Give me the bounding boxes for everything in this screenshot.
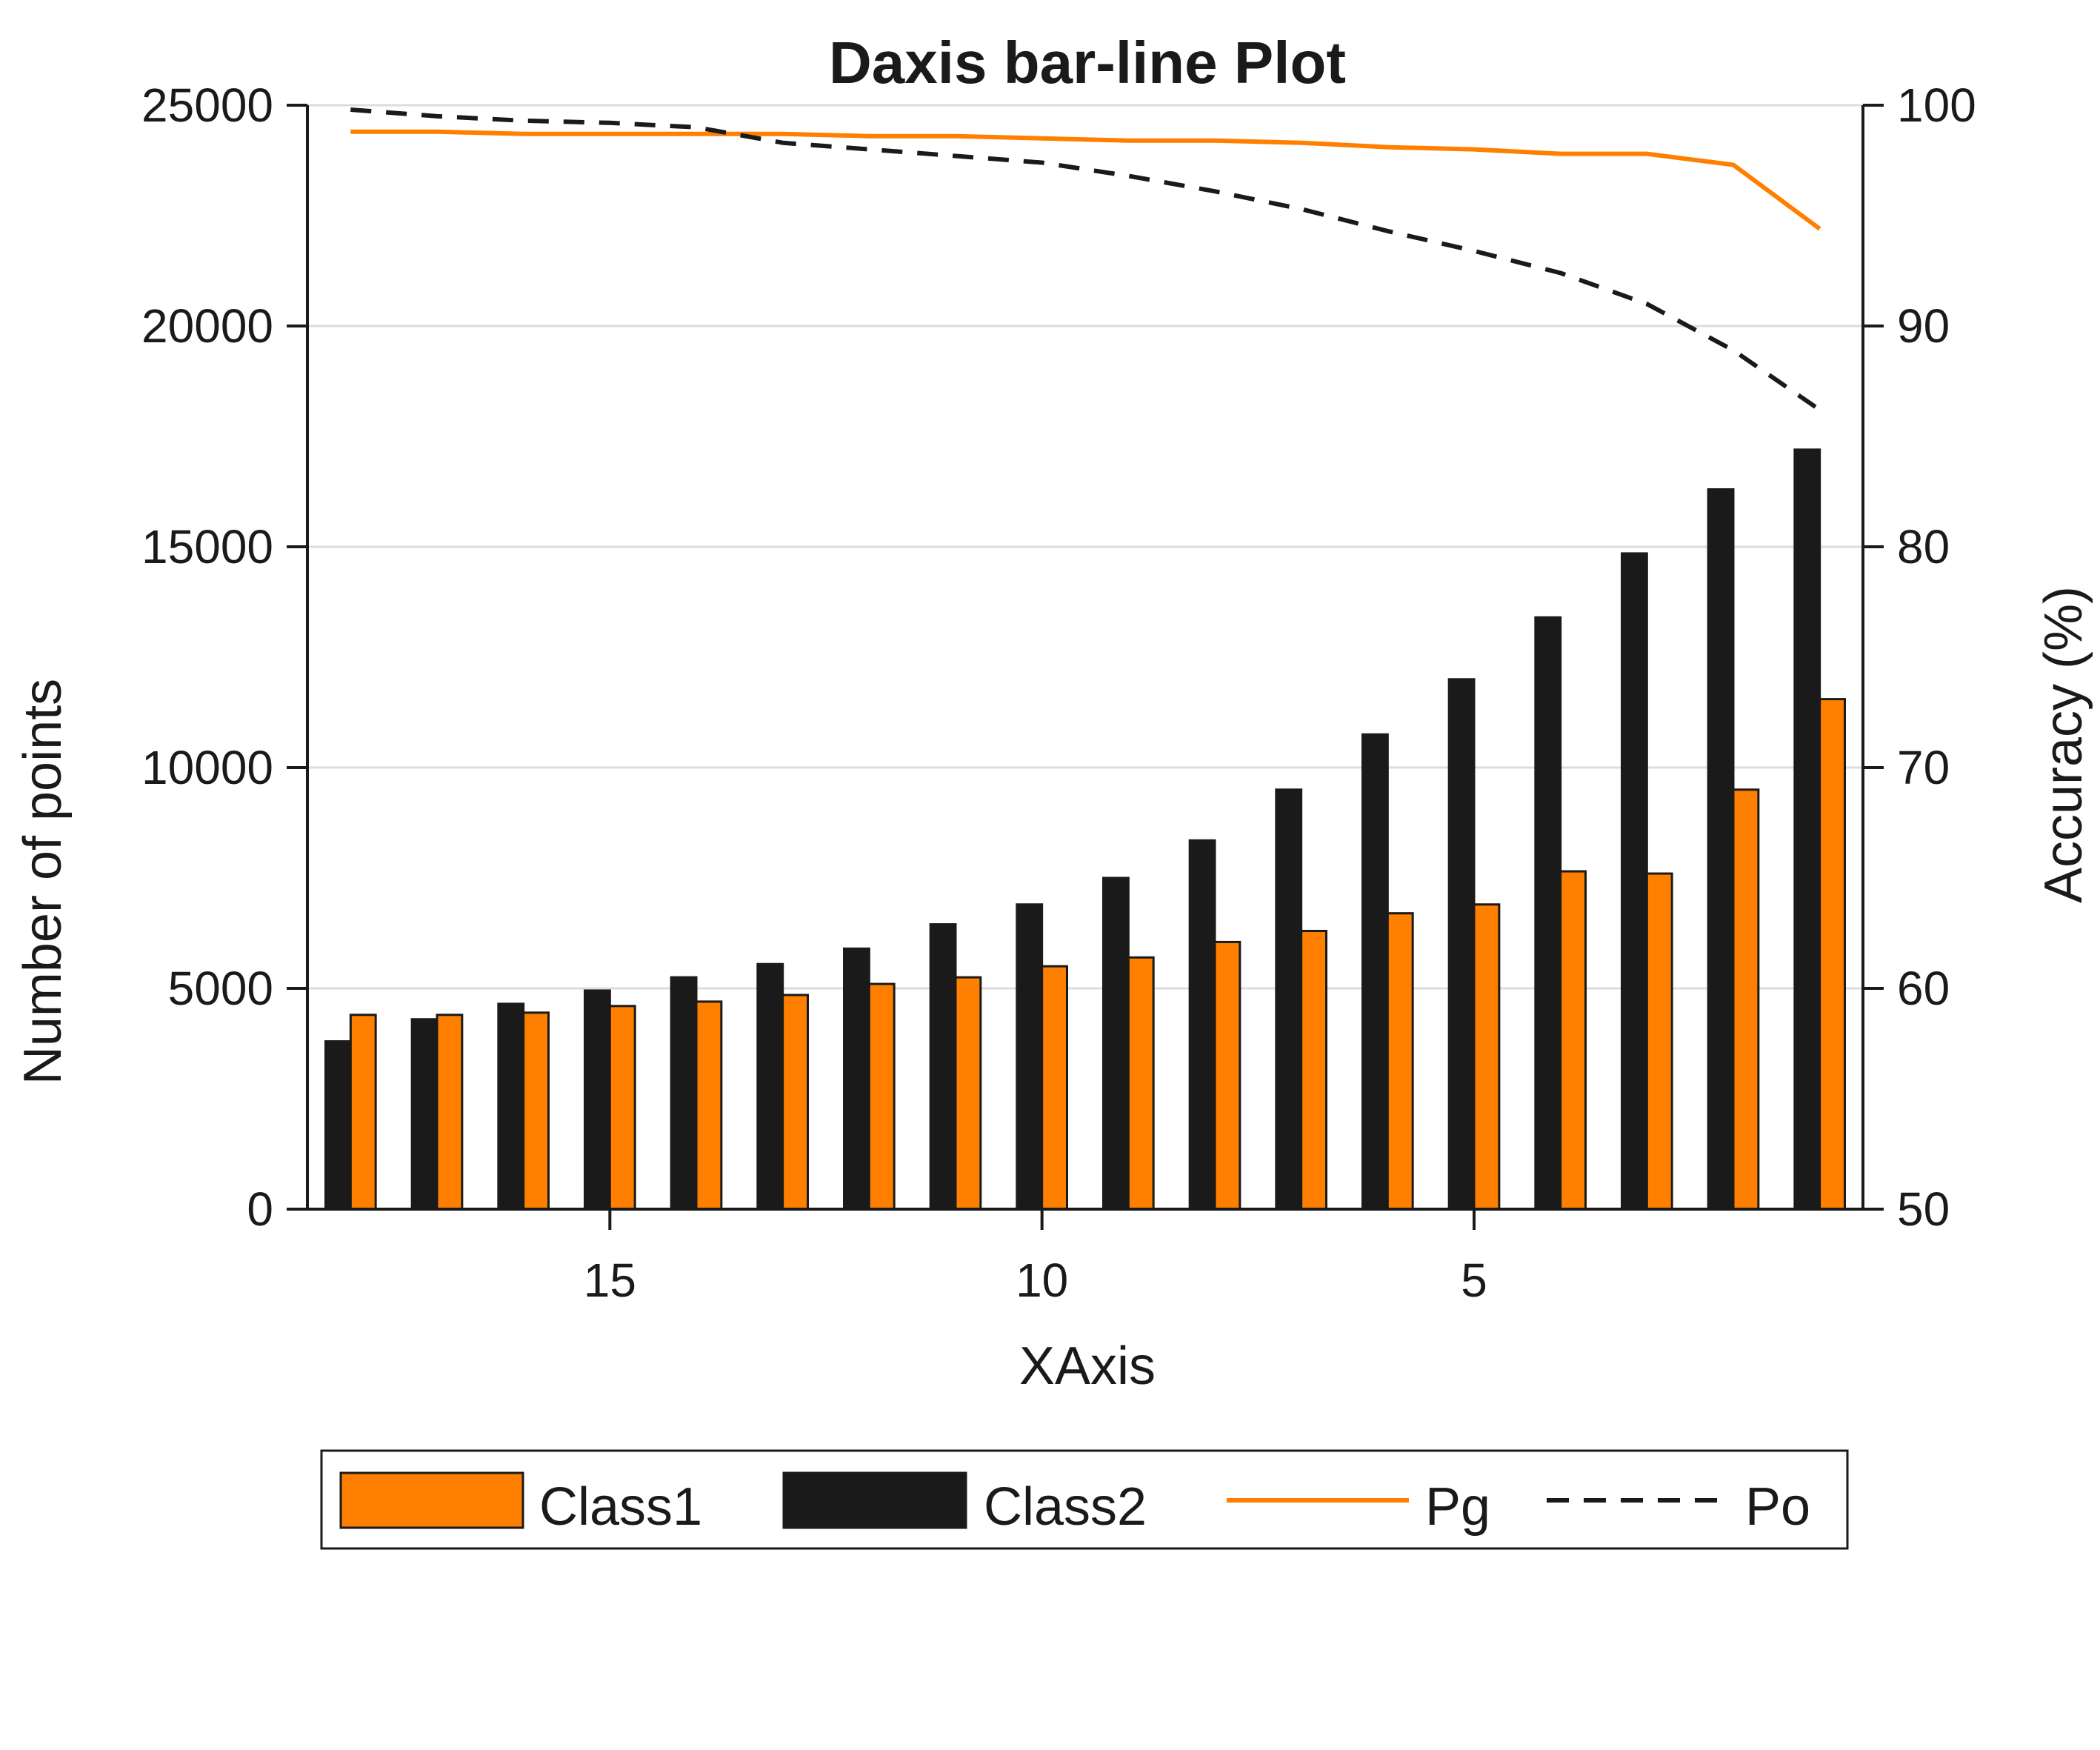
legend-swatch-class1 [339, 1471, 524, 1529]
bar-class1 [522, 1011, 550, 1211]
y-axis-label-right: Accuracy (%) [2034, 586, 2093, 903]
bar-class1 [1127, 956, 1155, 1211]
bar-class1 [1819, 698, 1847, 1211]
y-tick-label-right: 50 [1897, 1182, 1950, 1236]
x-tick-label: 5 [1461, 1254, 1487, 1307]
bar-class2 [1707, 488, 1735, 1211]
bar-class1 [1213, 940, 1241, 1211]
legend-label-class1: Class1 [539, 1477, 702, 1537]
y-tick-label-left: 5000 [168, 962, 273, 1015]
y-tick-label-left: 20000 [141, 299, 273, 353]
y-tick-label-left: 25000 [141, 79, 273, 132]
y-tick-label-left: 0 [247, 1182, 273, 1236]
bar-class1 [1732, 788, 1760, 1211]
legend-label-pg: Pg [1425, 1477, 1490, 1537]
bar-class1 [1386, 912, 1414, 1211]
series-line-pg [350, 129, 1821, 231]
bar-class2 [929, 923, 957, 1211]
bar-class1 [349, 1014, 377, 1211]
x-tick-label: 10 [1016, 1254, 1068, 1307]
bar-class2 [843, 947, 870, 1211]
bar-class1 [1041, 965, 1068, 1211]
bar-class1 [1559, 870, 1587, 1211]
bar-class2 [1793, 448, 1821, 1211]
bar-class2 [670, 976, 698, 1211]
y-tick-label-right: 60 [1897, 962, 1950, 1015]
bar-class1 [1645, 872, 1673, 1211]
legend-swatch-class2 [782, 1471, 967, 1529]
y-tick-label-right: 90 [1897, 299, 1950, 353]
chart-title: Daxis bar-line Plot [829, 30, 1346, 96]
bar-class2 [584, 989, 611, 1211]
bar-class2 [1621, 552, 1648, 1211]
y-tick-label-left: 15000 [141, 520, 273, 573]
bar-class1 [695, 1000, 723, 1211]
y-axis-label-left: Number of points [13, 679, 73, 1085]
bar-class2 [756, 962, 784, 1211]
bar-class1 [608, 1005, 636, 1211]
x-axis-label: XAxis [1019, 1337, 1156, 1396]
bar-class1 [436, 1014, 464, 1211]
bar-class1 [954, 976, 982, 1211]
bar-class1 [1473, 903, 1501, 1211]
bar-class2 [1188, 839, 1216, 1211]
legend: Class1 Class2 Pg Po [320, 1449, 1849, 1550]
y-tick-label-right: 70 [1897, 741, 1950, 794]
bar-class1 [1300, 930, 1327, 1211]
bar-class2 [410, 1018, 439, 1211]
bar-class2 [497, 1002, 525, 1211]
axes-layer: 0 5000 10000 15000 20000 25000 50 60 70 80 90 100 15… [141, 79, 1976, 1307]
legend-label-class2: Class2 [984, 1477, 1147, 1537]
bar-class1 [781, 994, 809, 1211]
y-tick-label-left: 10000 [141, 741, 273, 794]
grid-layer [307, 104, 1863, 990]
bar-class2 [1102, 876, 1130, 1211]
bar-class2 [1275, 788, 1303, 1211]
bar-class2 [1534, 616, 1562, 1211]
y-tick-label-right: 80 [1897, 520, 1950, 573]
bar-class2 [1447, 678, 1476, 1211]
legend-label-po: Po [1745, 1477, 1810, 1537]
bars-layer [324, 448, 1847, 1211]
lines-layer [350, 107, 1821, 412]
bar-class2 [1361, 733, 1389, 1211]
y-tick-label-right: 100 [1897, 79, 1976, 132]
x-tick-label: 15 [584, 1254, 636, 1307]
bar-class2 [1016, 903, 1044, 1211]
bar-class2 [324, 1040, 352, 1211]
bar-class1 [867, 982, 896, 1211]
